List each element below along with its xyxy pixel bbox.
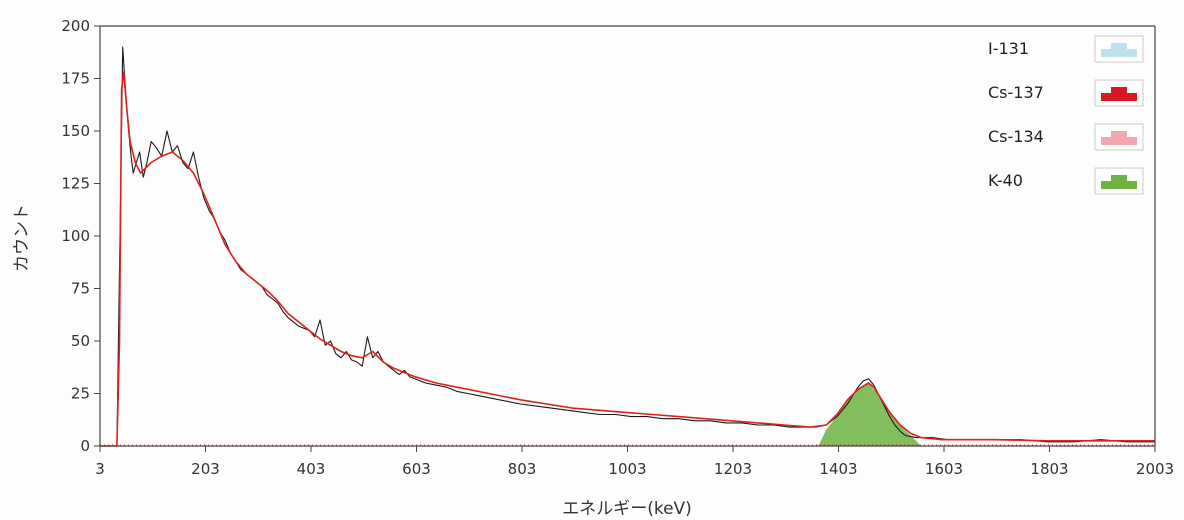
legend: I-131 Cs-137 Cs-134 K-40	[988, 35, 1144, 195]
legend-swatch-icon	[1101, 87, 1137, 101]
x-tick-label: 603	[402, 460, 431, 478]
y-tick-label: 75	[71, 280, 90, 298]
y-tick-label: 200	[61, 17, 90, 35]
y-tick-label: 125	[61, 175, 90, 193]
x-tick-label: 203	[191, 460, 220, 478]
x-axis-title: エネルギー(keV)	[562, 499, 692, 519]
x-tick-label: 1203	[714, 460, 752, 478]
y-axis-title: カウント	[12, 204, 32, 272]
y-tick-label: 50	[71, 332, 90, 350]
x-tick-label: 803	[508, 460, 537, 478]
legend-swatch-icon	[1101, 43, 1137, 57]
x-tick-label: 1403	[819, 460, 857, 478]
y-tick-label: 100	[61, 227, 90, 245]
x-tick-label: 2003	[1136, 460, 1174, 478]
legend-swatch-icon	[1101, 131, 1137, 145]
x-tick-label: 1603	[925, 460, 963, 478]
y-tick-label: 25	[71, 385, 90, 403]
legend-label: Cs-134	[988, 127, 1044, 146]
legend-label: K-40	[988, 171, 1023, 190]
k40-peak-area	[818, 383, 922, 446]
x-tick-label: 403	[297, 460, 326, 478]
legend-label: Cs-137	[988, 83, 1044, 102]
legend-swatch-icon	[1101, 175, 1137, 189]
y-tick-label: 175	[61, 70, 90, 88]
x-tick-label: 1003	[608, 460, 646, 478]
fit-series-line	[100, 71, 1155, 447]
peak-area-layer	[818, 383, 922, 446]
y-tick-label: 0	[80, 437, 90, 455]
x-tick-label: 1803	[1030, 460, 1068, 478]
legend-label: I-131	[988, 39, 1029, 58]
series-layer	[100, 46, 1155, 447]
y-tick-label: 150	[61, 122, 90, 140]
measured-series-line	[100, 46, 1155, 447]
x-tick-label: 3	[95, 460, 105, 478]
